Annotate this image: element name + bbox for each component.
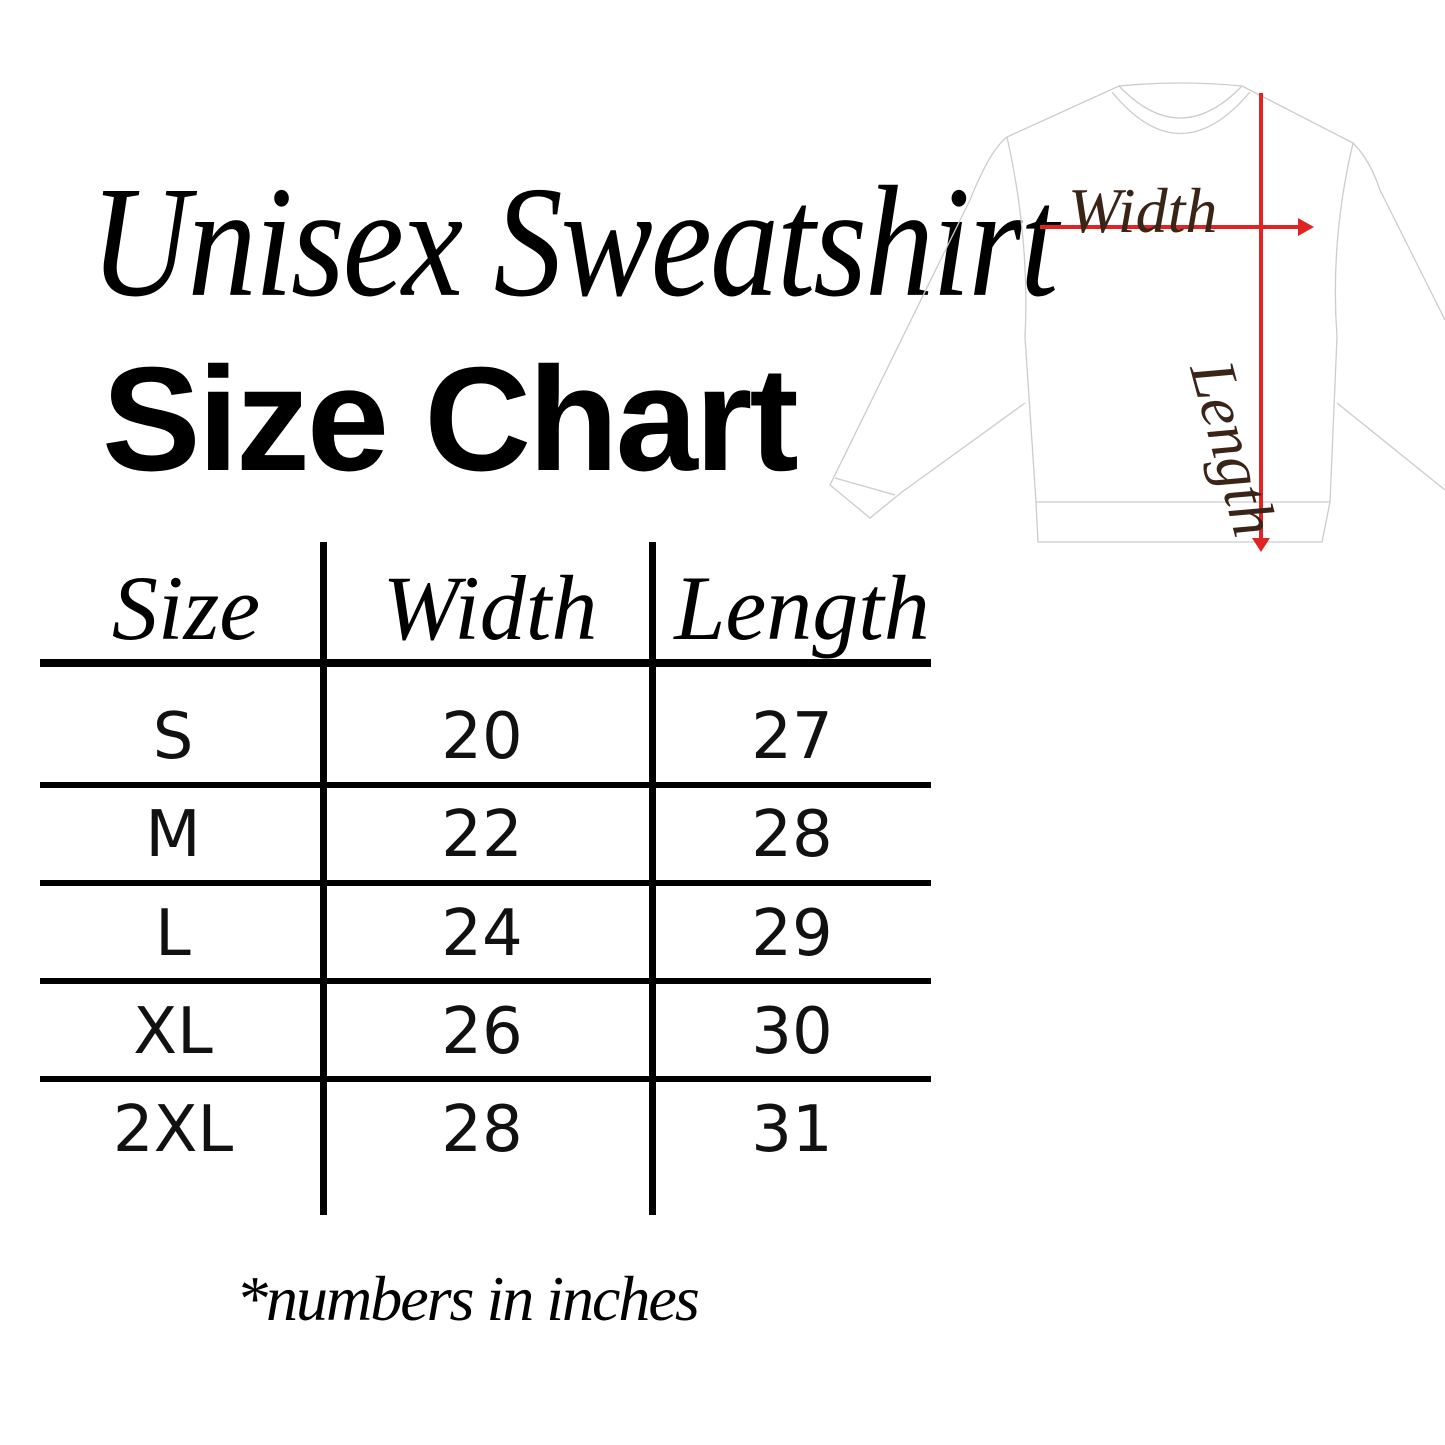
- cell-length: 28: [751, 798, 833, 872]
- header-length: Length: [674, 557, 930, 659]
- column-divider: [649, 542, 656, 1215]
- cell-length: 29: [751, 897, 833, 971]
- row-divider: [40, 782, 931, 788]
- cell-size: 2XL: [112, 1093, 234, 1167]
- page-title: Size Chart: [102, 337, 799, 502]
- row-divider: [40, 978, 931, 984]
- sweatshirt-outline: [829, 82, 1445, 543]
- width-label: Width: [1068, 175, 1217, 246]
- cell-width: 28: [441, 1093, 523, 1167]
- header-size: Size: [111, 557, 261, 659]
- title-script: Unisex Sweatshirt: [90, 153, 1058, 330]
- header-divider: [40, 659, 931, 667]
- column-divider: [320, 542, 327, 1215]
- row-divider: [40, 880, 931, 886]
- row-divider: [40, 1076, 931, 1082]
- cell-width: 20: [441, 700, 523, 774]
- units-note: *numbers in inches: [236, 1263, 700, 1334]
- cell-width: 24: [441, 897, 523, 971]
- length-label: Length: [1176, 352, 1291, 543]
- cell-size: XL: [133, 995, 213, 1069]
- cell-length: 30: [751, 995, 833, 1069]
- cell-size: L: [155, 897, 191, 971]
- cell-width: 26: [441, 995, 523, 1069]
- cell-width: 22: [441, 798, 523, 872]
- header-width: Width: [382, 557, 598, 659]
- cell-size: M: [145, 798, 201, 872]
- cell-length: 31: [751, 1093, 833, 1167]
- cell-size: S: [152, 700, 194, 774]
- cell-length: 27: [751, 700, 833, 774]
- width-arrow: [1040, 218, 1314, 236]
- length-arrow: [1252, 93, 1270, 552]
